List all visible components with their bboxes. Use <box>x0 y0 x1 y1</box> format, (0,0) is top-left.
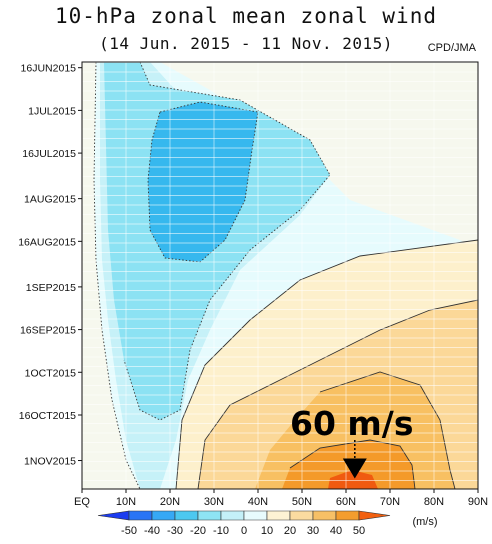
colorbar-label: -20 <box>190 525 206 537</box>
colorbar-unit: (m/s) <box>412 516 437 528</box>
colorbar-swatch <box>243 510 268 521</box>
y-tick-label: 1JUL2015 <box>28 105 76 117</box>
y-tick-label: 16SEP2015 <box>20 325 76 337</box>
colorbar-label: 50 <box>353 525 365 537</box>
arrow-head <box>342 458 367 479</box>
y-tick-label: 16AUG2015 <box>18 236 76 248</box>
colorbar-swatch <box>151 510 176 521</box>
x-tick-label: 50N <box>292 496 312 508</box>
y-tick-label: 16JUN2015 <box>21 63 77 75</box>
colorbar-label: -10 <box>213 525 229 537</box>
colorbar-swatch <box>97 510 130 521</box>
colorbar-label: 40 <box>330 525 342 537</box>
colorbar-label: -40 <box>144 525 160 537</box>
y-axis: 16JUN2015 1JUL2015 16JUL2015 1AUG2015 16AUG2… <box>18 63 82 468</box>
x-tick-label: 20N <box>160 496 180 508</box>
y-tick-label: 1AUG2015 <box>24 194 76 206</box>
colorbar-label: 0 <box>241 525 247 537</box>
chart-title: 10-hPa zonal mean zonal wind <box>54 4 437 28</box>
horizontal-grid <box>82 62 478 489</box>
y-tick-label: 1NOV2015 <box>24 456 76 468</box>
x-tick-label: 90N <box>468 496 488 508</box>
colorbar-swatch <box>174 510 199 521</box>
colorbar-label: 10 <box>261 525 273 537</box>
colorbar-label: 20 <box>284 525 296 537</box>
x-axis: EQ 10N 20N 30N 40N 50N 60N 70N 80N 90N <box>74 489 488 508</box>
x-tick-label: 40N <box>248 496 268 508</box>
x-tick-label: EQ <box>74 496 90 508</box>
colorbar-swatch <box>358 510 391 521</box>
colorbar-swatch <box>197 510 222 521</box>
colorbar-swatch <box>266 510 291 521</box>
vertical-grid <box>125 62 435 489</box>
y-tick-label: 1SEP2015 <box>26 282 76 294</box>
colorbar-swatch <box>128 510 153 521</box>
colorbar-swatch <box>289 510 314 521</box>
annotation-label: 60 m/s <box>290 404 414 443</box>
x-tick-label: 30N <box>204 496 224 508</box>
plot-frame <box>81 61 479 490</box>
colorbar-swatch <box>220 510 245 521</box>
credit-label: CPD/JMA <box>427 42 476 54</box>
colorbar-label: 30 <box>307 525 319 537</box>
y-tick-label: 16JUL2015 <box>22 148 76 160</box>
y-tick-label: 16OCT2015 <box>19 410 76 422</box>
x-tick-label: 60N <box>336 496 356 508</box>
colorbar-swatch <box>335 510 360 521</box>
x-tick-label: 70N <box>380 496 400 508</box>
annotation-arrow <box>342 440 367 479</box>
x-tick-label: 80N <box>424 496 444 508</box>
colorbar-label: -50 <box>121 525 137 537</box>
colorbar-label: -30 <box>167 525 183 537</box>
colorbar: -50 -40 -30 -20 -10 0 10 20 30 40 50 (m/s) <box>97 510 438 537</box>
chart-subtitle: (14 Jun. 2015 - 11 Nov. 2015) <box>99 34 393 53</box>
plot-area <box>82 62 478 489</box>
y-tick-label: 1OCT2015 <box>25 367 77 379</box>
x-tick-label: 10N <box>116 496 136 508</box>
colorbar-swatch <box>312 510 337 521</box>
